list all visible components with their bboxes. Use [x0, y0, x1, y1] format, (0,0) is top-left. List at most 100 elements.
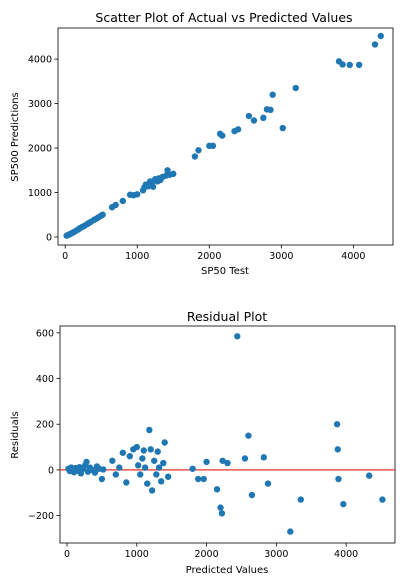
- y-tick-label: 600: [36, 328, 54, 339]
- actual-vs-predicted-chart: Scatter Plot of Actual vs Predicted Valu…: [10, 10, 394, 277]
- data-point: [137, 471, 144, 478]
- x-tick-label: 4000: [341, 251, 365, 262]
- y-tick-label: 400: [36, 374, 54, 385]
- data-point: [191, 153, 199, 160]
- data-point: [194, 475, 202, 483]
- data-point: [140, 447, 147, 454]
- data-point: [189, 465, 196, 472]
- x-tick-label: 0: [64, 549, 70, 560]
- data-point: [241, 455, 249, 462]
- data-point: [279, 124, 286, 132]
- data-point: [234, 126, 242, 133]
- data-point: [203, 458, 210, 466]
- data-point: [151, 457, 158, 464]
- data-point: [134, 191, 141, 198]
- y-tick-label: 0: [46, 232, 52, 243]
- data-point: [112, 201, 119, 209]
- data-point: [264, 480, 272, 487]
- x-tick-label: 4000: [334, 549, 358, 560]
- data-point: [245, 112, 253, 120]
- y-tick-label: 1000: [28, 188, 52, 199]
- data-point: [365, 472, 373, 479]
- residual-chart: Residual Plot 0 1000 2000 3000 4000 −200 0 200 4…: [10, 309, 396, 576]
- data-point: [164, 473, 172, 480]
- data-point: [112, 471, 120, 478]
- data-point: [153, 471, 160, 478]
- data-point: [91, 469, 99, 476]
- data-point: [377, 32, 384, 40]
- data-point: [217, 504, 224, 511]
- plot-area: [57, 27, 394, 246]
- data-point: [160, 459, 167, 467]
- data-point: [119, 449, 127, 456]
- data-point: [144, 480, 151, 487]
- x-axis-label: SP50 Test: [201, 266, 249, 277]
- y-axis-label: Residuals: [10, 411, 21, 458]
- x-tick-label: 3000: [264, 549, 288, 560]
- x-tick-label: 0: [62, 251, 68, 262]
- data-point: [287, 528, 294, 535]
- y-axis-label: SP500 Predictions: [10, 92, 21, 182]
- data-point: [146, 426, 153, 434]
- data-point: [213, 486, 221, 493]
- data-point: [250, 117, 258, 124]
- data-point: [379, 496, 386, 503]
- data-point: [170, 170, 177, 178]
- data-point: [83, 458, 90, 466]
- data-point: [98, 475, 106, 483]
- x-tick-label: 1000: [125, 549, 149, 560]
- x-tick-label: 3000: [269, 251, 293, 262]
- data-point: [209, 142, 217, 150]
- data-point: [155, 464, 163, 471]
- x-tick-label: 2000: [197, 251, 221, 262]
- data-point: [334, 446, 341, 453]
- data-point: [355, 61, 363, 69]
- data-point: [335, 475, 342, 483]
- data-point: [260, 454, 267, 461]
- data-point: [119, 197, 127, 205]
- data-point: [157, 478, 165, 485]
- data-point: [139, 455, 146, 462]
- data-point: [147, 446, 154, 453]
- x-tick-label: 1000: [125, 251, 149, 262]
- data-point: [149, 183, 157, 190]
- data-point: [219, 132, 226, 139]
- plot-area: [59, 325, 396, 544]
- chart-title: Residual Plot: [187, 309, 267, 324]
- data-point: [248, 491, 256, 499]
- data-point: [219, 457, 226, 464]
- data-point: [126, 453, 133, 460]
- x-axis-label: Predicted Values: [186, 565, 269, 576]
- data-points: [63, 32, 384, 239]
- data-point: [123, 479, 130, 486]
- data-point: [200, 475, 207, 483]
- data-point: [234, 333, 241, 340]
- data-point: [195, 147, 202, 154]
- data-point: [339, 61, 346, 68]
- axis-ticks: 0 1000 2000 3000 4000 0 1000 2000 3000 4000: [28, 55, 366, 262]
- data-point: [260, 114, 267, 122]
- y-tick-label: 200: [36, 420, 54, 431]
- data-point: [269, 91, 276, 98]
- data-point: [100, 466, 107, 473]
- data-point: [292, 84, 299, 92]
- data-point: [297, 496, 304, 503]
- data-point: [333, 421, 341, 428]
- axis-ticks: 0 1000 2000 3000 4000 −200 0 200 400 600: [28, 328, 358, 560]
- data-points: [65, 333, 386, 535]
- data-point: [346, 61, 353, 69]
- data-point: [154, 448, 161, 455]
- x-tick-label: 2000: [194, 549, 218, 560]
- data-point: [133, 443, 140, 451]
- data-point: [161, 439, 168, 446]
- data-point: [340, 500, 347, 508]
- data-point: [148, 487, 156, 494]
- data-point: [224, 459, 231, 467]
- y-tick-label: 3000: [28, 99, 52, 110]
- data-point: [218, 510, 226, 517]
- chart-title: Scatter Plot of Actual vs Predicted Valu…: [95, 10, 352, 25]
- y-tick-label: 0: [48, 465, 54, 476]
- data-point: [245, 432, 252, 439]
- data-point: [141, 464, 149, 471]
